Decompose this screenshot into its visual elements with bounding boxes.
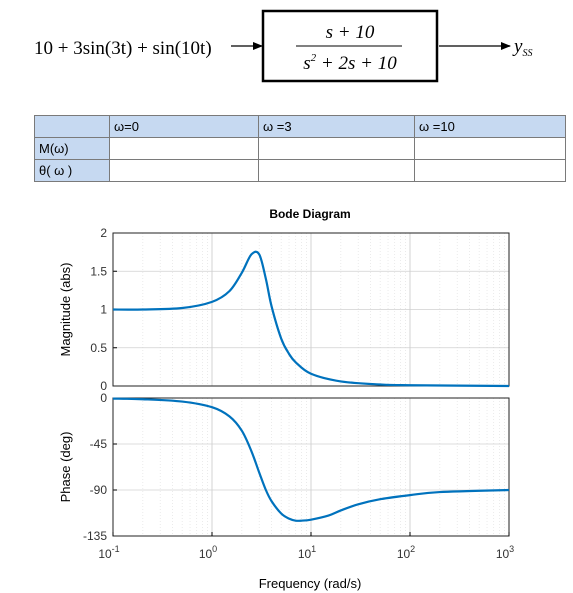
table-cell bbox=[109, 137, 259, 160]
tf-numerator: s + 10 bbox=[326, 22, 375, 43]
chart-title: Bode Diagram bbox=[269, 207, 350, 221]
block-diagram: 10 + 3sin(3t) + sin(10t) s + 10 s2 + 2s … bbox=[34, 9, 532, 83]
table-header-cell: ω=0 bbox=[109, 115, 259, 138]
frequency-table: ω=0 ω =3 ω =10 M(ω) θ( ω ) bbox=[34, 115, 566, 182]
row-label: M(ω) bbox=[34, 137, 110, 160]
x-tick-label: 100 bbox=[199, 544, 217, 561]
y-tick-label: 0.5 bbox=[90, 341, 107, 355]
x-tick-label: 10-1 bbox=[98, 544, 119, 561]
table-header-cell: ω =10 bbox=[414, 115, 566, 138]
y-tick-label: 0 bbox=[100, 379, 107, 393]
y-axis-label: Phase (deg) bbox=[58, 432, 73, 503]
table-cell bbox=[109, 159, 259, 182]
y-tick-label: 2 bbox=[100, 226, 107, 240]
y-tick-label: -90 bbox=[90, 483, 108, 497]
input-expression: 10 + 3sin(3t) + sin(10t) bbox=[34, 38, 212, 59]
y-tick-label: -45 bbox=[90, 437, 108, 451]
phase-series-line bbox=[112, 397, 510, 522]
tf-denominator: s2 + 2s + 10 bbox=[303, 52, 397, 74]
x-tick-label: 102 bbox=[397, 544, 415, 561]
bode-diagram: Bode Diagram 0 0.5 1 1.5 2 Magnitude (abs) 0 -4… bbox=[58, 207, 514, 591]
row-label: θ( ω ) bbox=[34, 159, 110, 182]
table-header-row: ω=0 ω =3 ω =10 bbox=[34, 115, 566, 138]
table-cell bbox=[258, 137, 415, 160]
bode-plot-area: 0 0.5 1 1.5 2 Magnitude (abs) 0 -45 -90 -135 Phase… bbox=[58, 226, 514, 561]
y-tick-label: -135 bbox=[83, 529, 107, 543]
y-axis-label: Magnitude (abs) bbox=[58, 263, 73, 357]
table-row: M(ω) bbox=[34, 137, 566, 160]
output-label: ySS bbox=[512, 36, 532, 59]
y-tick-label: 1.5 bbox=[90, 264, 107, 278]
x-tick-label: 101 bbox=[298, 544, 316, 561]
table-cell bbox=[258, 159, 415, 182]
table-cell bbox=[414, 159, 566, 182]
table-row: θ( ω ) bbox=[34, 159, 566, 182]
table-header-cell: ω =3 bbox=[258, 115, 415, 138]
y-tick-label: 0 bbox=[100, 391, 107, 405]
table-cell bbox=[414, 137, 566, 160]
table-header-cell bbox=[34, 115, 110, 138]
x-axis-label: Frequency (rad/s) bbox=[259, 576, 362, 591]
magnitude-series-line bbox=[112, 250, 510, 388]
x-tick-label: 103 bbox=[496, 544, 514, 561]
y-tick-label: 1 bbox=[100, 303, 107, 317]
